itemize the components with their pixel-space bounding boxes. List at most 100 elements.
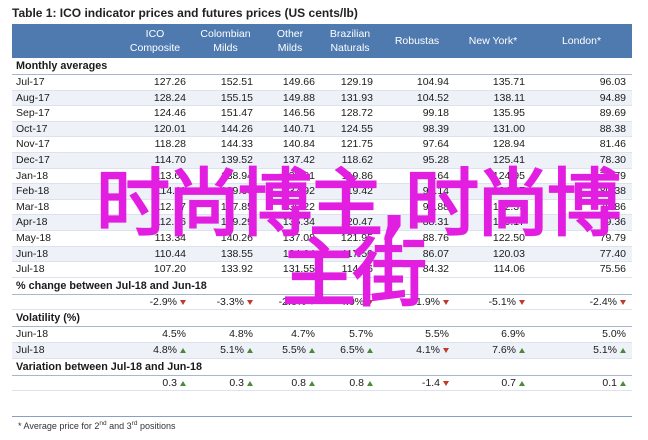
table-cell: 149.66 (259, 75, 321, 91)
cell-value: 120.01 (153, 122, 186, 135)
cell-value: 81.46 (599, 138, 626, 151)
arrow-down-icon (620, 300, 626, 306)
row-label: Apr-18 (16, 216, 48, 229)
table-cell: 88.31 (379, 215, 455, 231)
cell-value: 144.26 (220, 122, 253, 135)
section-heading: Monthly averages (12, 58, 632, 75)
table-cell: 4.7% (259, 327, 321, 343)
cell-value: -4.0% (336, 295, 364, 308)
row-label: Feb-18 (16, 185, 50, 198)
arrow-up-icon (247, 380, 253, 386)
cell-value: 135.71 (492, 76, 525, 88)
table-cell: 6.5% (321, 343, 379, 359)
column-header-line1: Colombian (200, 28, 251, 40)
section-heading: Variation between Jul-18 and Jun-18 (12, 358, 632, 376)
table-cell: 6.9% (455, 327, 531, 343)
table-cell: 122.39 (455, 200, 531, 216)
cell-value: 114.70 (154, 153, 186, 166)
table-cell: 152.51 (192, 75, 259, 91)
cell-value: 4.7% (291, 328, 315, 341)
row-label: Sep-17 (16, 107, 50, 120)
cell-value: 4.1% (416, 343, 440, 356)
cell-value: 112.56 (154, 216, 186, 229)
table-cell: 134.64 (259, 247, 321, 263)
table-row: Jul-17 127.26 152.51 149.66 129.19 104.94 135.… (12, 75, 632, 91)
table-cell: 127.26 (118, 75, 192, 91)
table-cell: 112.77 (118, 200, 192, 216)
arrow-down-icon (519, 300, 525, 306)
column-header-2: Colombian Milds (192, 24, 259, 58)
table-row: Dec-17 114.70 139.52 137.42 118.62 95.28 125.4… (12, 152, 632, 169)
table-row: Feb-18 114.11 139.66 137.92 119.42 96.14 124.6… (12, 184, 632, 200)
arrow-down-icon (443, 348, 449, 354)
cell-value: 146.56 (282, 107, 315, 120)
table-cell: 120.03 (455, 247, 531, 263)
table-row: Apr-18 112.56 139.29 136.34 120.47 88.31 120.1… (12, 215, 632, 231)
table-cell: 144.26 (192, 122, 259, 138)
cell-value: 78.79 (599, 169, 626, 182)
cell-value: 79.36 (599, 216, 626, 229)
table-cell: 139.66 (192, 184, 259, 200)
table-cell: 78.79 (531, 169, 632, 185)
arrow-up-icon (367, 380, 373, 386)
table-cell: 137.42 (259, 153, 321, 169)
table-cell: 104.52 (379, 91, 455, 107)
table-cell: 112.56 (118, 215, 192, 231)
cell-value: 94.89 (599, 91, 626, 104)
table-cell: 0.8 (259, 376, 321, 392)
cell-value: 137.08 (282, 231, 315, 244)
table-cell: 114.70 (118, 153, 192, 169)
table-cell: 0.7 (455, 376, 531, 392)
cell-value: 5.1% (593, 343, 617, 356)
row-label: Aug-17 (16, 91, 50, 104)
table-cell: 86.07 (379, 247, 455, 263)
table-cell: 114.11 (118, 184, 192, 200)
table-cell: 144.33 (192, 137, 259, 153)
section-heading: Volatility (%) (12, 310, 632, 328)
cell-value: 5.7% (349, 328, 373, 341)
table-cell: 139.29 (192, 215, 259, 231)
cell-value: 114.06 (493, 263, 525, 276)
table-cell: 81.46 (531, 137, 632, 153)
table-cell: 131.55 (259, 262, 321, 278)
cell-value: 107.20 (153, 263, 186, 276)
cell-value: 149.88 (282, 91, 315, 104)
cell-value: 138.55 (220, 247, 253, 260)
cell-value: 75.56 (599, 263, 626, 276)
cell-value: 4.5% (162, 328, 186, 341)
table-cell: 5.1% (192, 343, 259, 359)
table-cell: 138.11 (455, 91, 531, 107)
footnote-text-mid: and 3 (106, 421, 132, 431)
cell-value: 131.00 (492, 122, 525, 135)
arrow-up-icon (309, 348, 315, 354)
table-cell: 136.22 (259, 200, 321, 216)
table-cell: 119.42 (321, 184, 379, 200)
cell-value: 137.92 (282, 185, 315, 198)
cell-value: 121.95 (340, 231, 373, 244)
table-cell: 4.5% (118, 327, 192, 343)
arrow-down-icon (247, 300, 253, 306)
table-cell: 4.8% (192, 327, 259, 343)
cell-value: 139.29 (220, 216, 253, 229)
table-cell: 135.95 (455, 106, 531, 122)
cell-value: 149.66 (282, 76, 315, 88)
table-cell: 0.3 (118, 376, 192, 392)
cell-value: 84.32 (422, 263, 449, 276)
cell-value: 140.84 (282, 138, 315, 151)
column-header-7: London* (531, 24, 632, 58)
row-label: Jun-18 (16, 247, 49, 260)
row-label: Mar-18 (16, 200, 50, 213)
table-cell: 124.55 (321, 122, 379, 138)
table-cell: 0.1 (531, 376, 632, 392)
table-cell: 121.95 (321, 231, 379, 247)
cell-value: 97.64 (422, 138, 449, 151)
column-header-line2: Robustas (394, 35, 440, 47)
row-label: Jul-18 (16, 263, 45, 276)
column-header-4: Brazilian Naturals (321, 24, 379, 58)
table-row: Jul-18 107.20 133.92 131.55 114.36 84.32 114.0… (12, 262, 632, 278)
cell-value: 133.92 (220, 263, 253, 276)
cell-value: 6.5% (340, 343, 364, 356)
table-cell: 5.1% (531, 343, 632, 359)
table-cell: 0.8 (321, 376, 379, 392)
cell-value: 134.64 (282, 247, 315, 260)
